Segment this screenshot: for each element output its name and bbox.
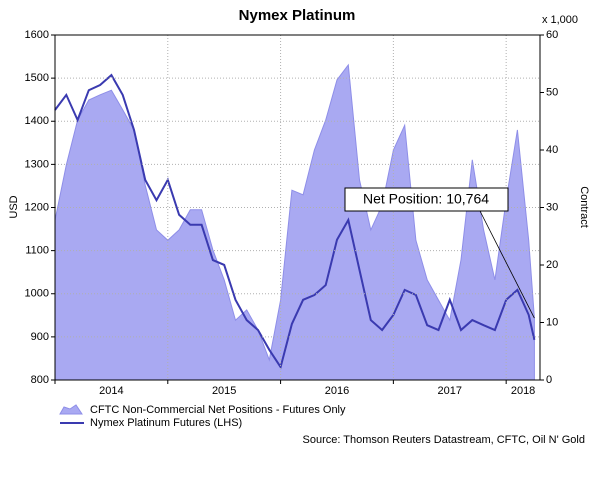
y2-tick-label: 50 <box>546 86 558 98</box>
y2-axis-label: Contract <box>578 186 590 228</box>
y2-tick-label: 60 <box>546 29 558 41</box>
x-tick-label: 2017 <box>438 385 462 397</box>
y-tick-label: 1500 <box>25 72 49 84</box>
chart-title: Nymex Platinum <box>239 7 356 24</box>
annotation-box <box>344 187 509 212</box>
legend-label: CFTC Non-Commercial Net Positions - Futu… <box>90 404 346 416</box>
y-tick-label: 1200 <box>25 201 49 213</box>
y2-tick-label: 40 <box>546 144 558 156</box>
y-tick-label: 1300 <box>25 158 49 170</box>
x-tick-label: 2018 <box>511 385 535 397</box>
x-tick-label: 2014 <box>99 385 123 397</box>
y-tick-label: 1000 <box>25 288 49 300</box>
y-tick-label: 800 <box>31 374 49 386</box>
legend-label: Nymex Platinum Futures (LHS) <box>90 417 242 429</box>
y-tick-label: 1600 <box>25 29 49 41</box>
x-tick-label: 2015 <box>212 385 236 397</box>
legend-swatch <box>59 404 83 415</box>
y-tick-label: 1100 <box>25 245 49 257</box>
y2-unit: x 1,000 <box>542 14 578 26</box>
annotation-pointer <box>479 210 535 319</box>
y2-tick-label: 10 <box>546 316 558 328</box>
y-axis-label: USD <box>8 195 20 218</box>
line <box>54 73 536 370</box>
y2-tick-label: 0 <box>546 374 552 386</box>
y-tick-label: 1400 <box>25 115 49 127</box>
y-tick-label: 900 <box>31 331 49 343</box>
annotation: Net Position: 10,764 <box>363 191 489 207</box>
x-tick-label: 2016 <box>325 385 349 397</box>
source: Source: Thomson Reuters Datastream, CFTC… <box>303 434 586 446</box>
y2-tick-label: 20 <box>546 259 558 271</box>
plot-frame <box>54 34 541 381</box>
y2-tick-label: 30 <box>546 201 558 213</box>
